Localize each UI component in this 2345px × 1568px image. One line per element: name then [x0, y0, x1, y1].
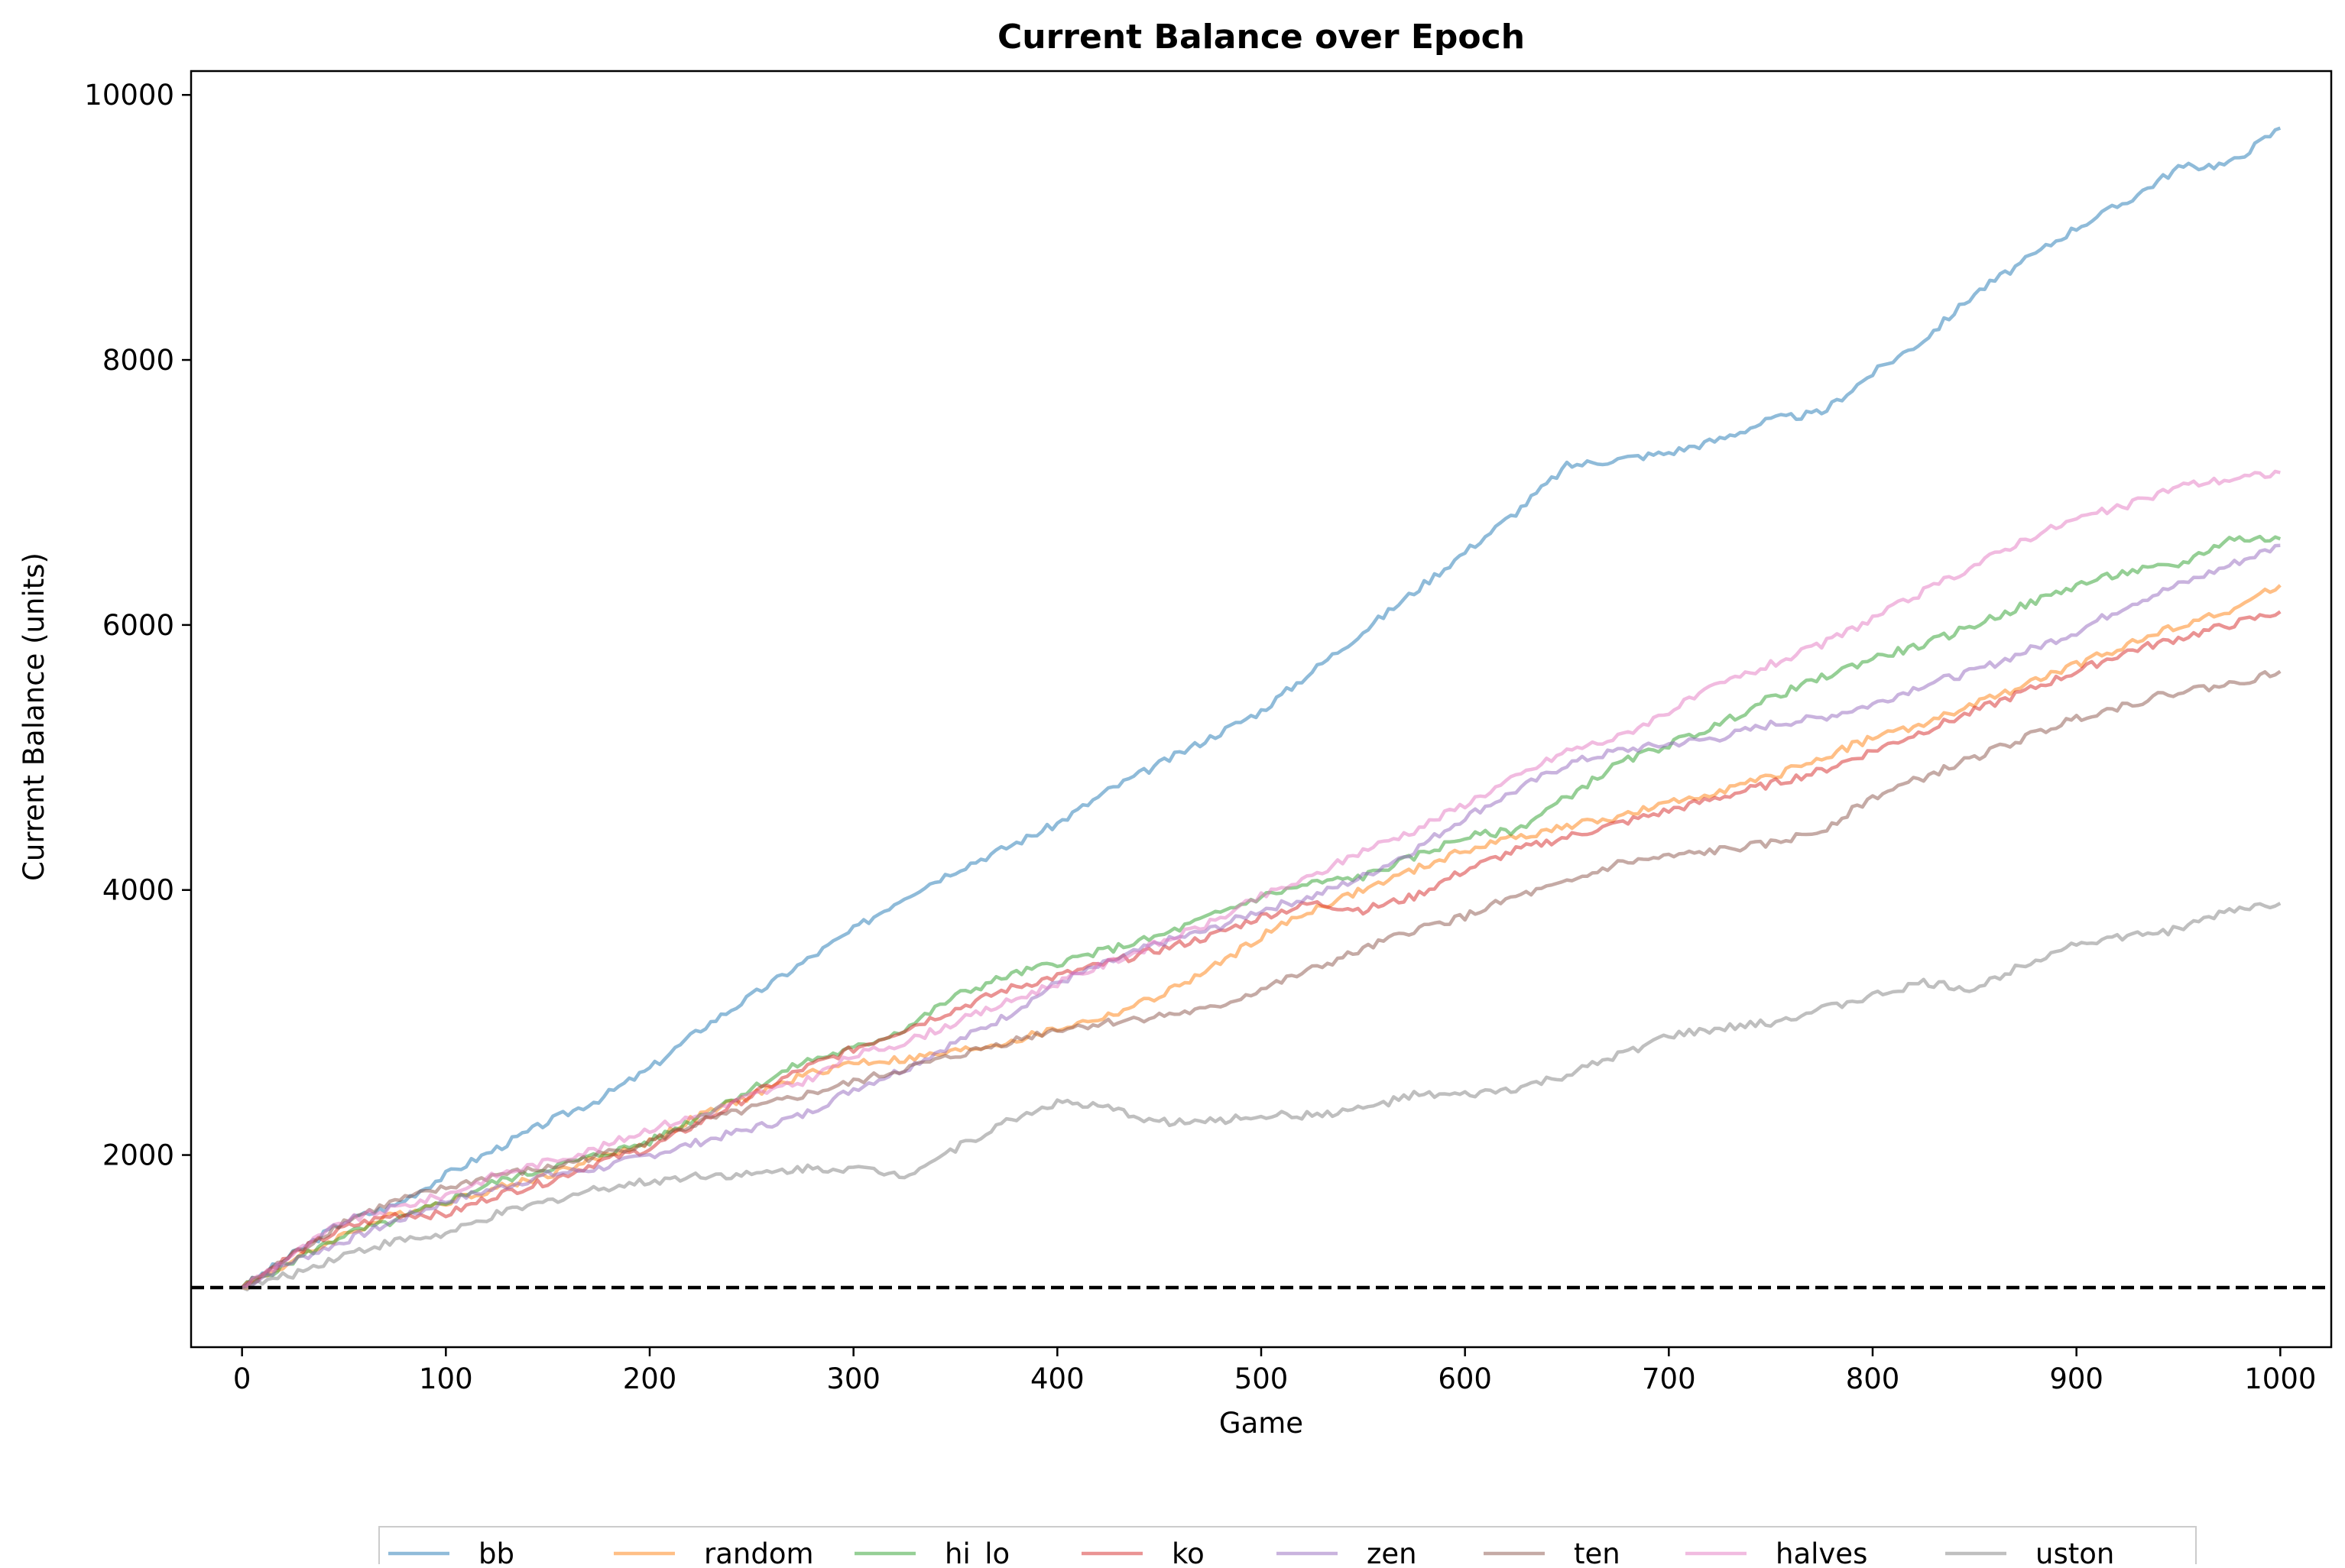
legend-label-uston: uston — [2035, 1537, 2114, 1564]
chart-title: Current Balance over Epoch — [997, 18, 1525, 57]
legend: bb random hi_lo ko zen ten halves uston — [378, 1526, 2197, 1568]
legend-label-zen: zen — [1367, 1537, 1417, 1564]
x-tick-label: 600 — [1438, 1362, 1492, 1395]
x-tick-label: 0 — [233, 1362, 251, 1395]
series-line-random — [242, 584, 2282, 1291]
x-axis-label: Game — [1219, 1407, 1303, 1440]
series-line-uston — [241, 902, 2282, 1291]
series-line-ten — [241, 669, 2282, 1290]
legend-label-halves: halves — [1776, 1537, 1867, 1564]
legend-label-random: random — [704, 1537, 814, 1564]
x-tick-label: 500 — [1234, 1362, 1289, 1395]
legend-label-ten: ten — [1574, 1537, 1620, 1564]
x-tick-label: 100 — [419, 1362, 473, 1395]
legend-label-bb: bb — [478, 1537, 514, 1564]
x-tick-label: 400 — [1030, 1362, 1085, 1395]
legend-label-ko: ko — [1172, 1537, 1205, 1564]
x-tick-label: 300 — [826, 1362, 881, 1395]
series-line-bb — [242, 126, 2282, 1290]
x-axis: 0 100 200 300 400 500 600 700 800 900 1000 — [233, 1347, 2316, 1395]
series-line-zen — [241, 543, 2281, 1289]
x-tick-label: 900 — [2049, 1362, 2103, 1395]
x-tick-label: 700 — [1642, 1362, 1696, 1395]
y-tick-label: 8000 — [102, 344, 174, 377]
y-tick-label: 4000 — [102, 874, 174, 907]
x-tick-label: 200 — [623, 1362, 677, 1395]
x-tick-label: 1000 — [2244, 1362, 2316, 1395]
legend-label-hi_lo: hi_lo — [945, 1537, 1010, 1564]
y-tick-label: 2000 — [102, 1139, 174, 1172]
plot-area — [191, 126, 2331, 1291]
y-axis: 2000 4000 6000 8000 10000 — [84, 79, 191, 1172]
y-tick-label: 6000 — [102, 609, 174, 642]
series-line-halves — [242, 469, 2281, 1290]
y-axis-label: Current Balance (units) — [18, 552, 50, 881]
legend-frame — [378, 1526, 2197, 1568]
y-tick-label: 10000 — [84, 79, 174, 112]
x-tick-label: 800 — [1846, 1362, 1900, 1395]
